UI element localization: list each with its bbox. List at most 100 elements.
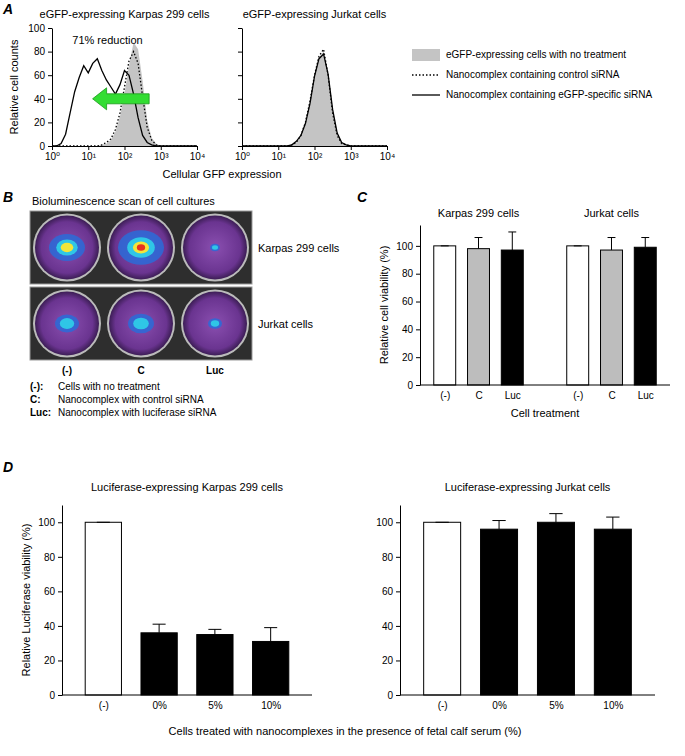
bar bbox=[537, 522, 574, 695]
error-bar bbox=[492, 521, 505, 530]
tick: 80 bbox=[382, 552, 400, 563]
y-axis: 020406080100 bbox=[28, 23, 52, 152]
tick-mark bbox=[416, 246, 420, 247]
tick: 80 bbox=[402, 268, 420, 279]
plot-area bbox=[85, 522, 289, 695]
error-bar bbox=[208, 629, 221, 634]
legend-swatch bbox=[412, 49, 440, 61]
tick-mark bbox=[387, 146, 388, 150]
error-bar bbox=[508, 232, 516, 250]
x-axis: (-)CLuc(-)CLuc bbox=[440, 390, 654, 401]
axis-line bbox=[242, 29, 243, 147]
histogram-area bbox=[242, 52, 387, 146]
bar-chart: (-)CLuc(-)CLuc020406080100Karpas 299 cel… bbox=[357, 189, 670, 419]
tick-mark bbox=[238, 28, 242, 29]
annotation: 71% reduction bbox=[72, 34, 142, 46]
legend: eGFP-expressing cells with no treatmentN… bbox=[412, 49, 653, 100]
tick-label: 10% bbox=[261, 700, 281, 711]
tick-label: 10³ bbox=[154, 151, 169, 162]
x-axis-title: Cell treatment bbox=[511, 407, 579, 419]
tick-label: 10² bbox=[308, 151, 323, 162]
arrow bbox=[93, 88, 150, 110]
histogram-line bbox=[52, 59, 197, 146]
tick-mark bbox=[396, 591, 400, 592]
tick-mark bbox=[238, 75, 242, 76]
axis-line bbox=[420, 226, 421, 386]
chart-title: Luciferase-expressing Jurkat cells bbox=[445, 481, 611, 493]
tick: 40 bbox=[44, 621, 62, 632]
tick: 100 bbox=[28, 23, 52, 34]
tick-label: 80 bbox=[402, 268, 414, 279]
tick-label: C bbox=[608, 390, 615, 401]
tick-mark bbox=[58, 522, 62, 523]
tick: (-) bbox=[438, 700, 448, 711]
tick bbox=[238, 146, 242, 147]
axis-line bbox=[62, 506, 63, 696]
tick-label: 5% bbox=[549, 700, 564, 711]
bar bbox=[468, 249, 490, 385]
bar bbox=[253, 641, 289, 695]
key-text: Nanocomplex with luciferase siRNA bbox=[58, 407, 217, 418]
tick-label: 60 bbox=[402, 296, 414, 307]
scan-image bbox=[30, 211, 252, 284]
plot-area bbox=[434, 232, 656, 385]
well bbox=[35, 292, 99, 356]
tick-label: C bbox=[475, 390, 482, 401]
luminescence bbox=[128, 314, 154, 334]
tick-mark bbox=[58, 695, 62, 696]
glow bbox=[60, 318, 74, 329]
legend-label: Nanocomplex containing control siRNA bbox=[446, 69, 620, 80]
tick: 100 bbox=[376, 517, 400, 528]
tick-label: 10³ bbox=[344, 151, 359, 162]
line-chart: 10⁰10¹10²10³10⁴eGFP-expressing Jurkat ce… bbox=[235, 8, 395, 162]
glow bbox=[118, 230, 164, 265]
tick: 80 bbox=[34, 46, 52, 57]
tick: 20 bbox=[382, 655, 400, 666]
well-rim bbox=[33, 214, 101, 282]
tick-label: (-) bbox=[99, 700, 109, 711]
tick-label: 40 bbox=[382, 621, 394, 632]
tick-mark bbox=[48, 99, 52, 100]
scan-image bbox=[30, 287, 252, 360]
tick: 10² bbox=[118, 146, 133, 162]
tick-mark bbox=[48, 122, 52, 123]
tick: 10⁰ bbox=[235, 146, 250, 162]
tick bbox=[238, 122, 242, 123]
column-label: C bbox=[137, 365, 144, 376]
histogram-line bbox=[242, 54, 387, 146]
tick-mark bbox=[416, 329, 420, 330]
tick: 80 bbox=[44, 552, 62, 563]
tick: 60 bbox=[34, 70, 52, 81]
tick-mark bbox=[238, 52, 242, 53]
error-bar bbox=[264, 628, 277, 642]
glow bbox=[61, 243, 74, 252]
glow bbox=[137, 244, 145, 250]
tick: 10³ bbox=[154, 146, 169, 162]
bar bbox=[567, 246, 589, 385]
tick: 40 bbox=[382, 621, 400, 632]
bar bbox=[501, 250, 523, 385]
well-rim bbox=[181, 214, 249, 282]
tick: 60 bbox=[44, 586, 62, 597]
legend-label: Nanocomplex containing eGFP-specific siR… bbox=[446, 89, 653, 100]
error-bar bbox=[441, 245, 449, 246]
tick: C bbox=[608, 390, 615, 401]
tick-label: 10⁴ bbox=[380, 151, 395, 162]
tick: 20 bbox=[34, 117, 52, 128]
tick: (-) bbox=[99, 700, 109, 711]
well bbox=[109, 216, 173, 280]
tick-mark bbox=[242, 146, 243, 150]
tick-label: 100 bbox=[396, 241, 413, 252]
well bbox=[183, 216, 247, 280]
key-code: C: bbox=[30, 394, 41, 405]
tick-mark bbox=[396, 695, 400, 696]
error-bar bbox=[608, 238, 616, 251]
column-label: Luc bbox=[206, 365, 224, 376]
y-axis: 020406080100 bbox=[376, 506, 400, 701]
tick-label: 60 bbox=[34, 70, 46, 81]
tick bbox=[238, 52, 242, 53]
tick-label: 20 bbox=[402, 352, 414, 363]
bioluminescence-panel: BBioluminescence scan of cell culturesKa… bbox=[3, 189, 340, 418]
tick-mark bbox=[238, 99, 242, 100]
chart-title: Luciferase-expressing Karpas 299 cells bbox=[91, 481, 283, 493]
